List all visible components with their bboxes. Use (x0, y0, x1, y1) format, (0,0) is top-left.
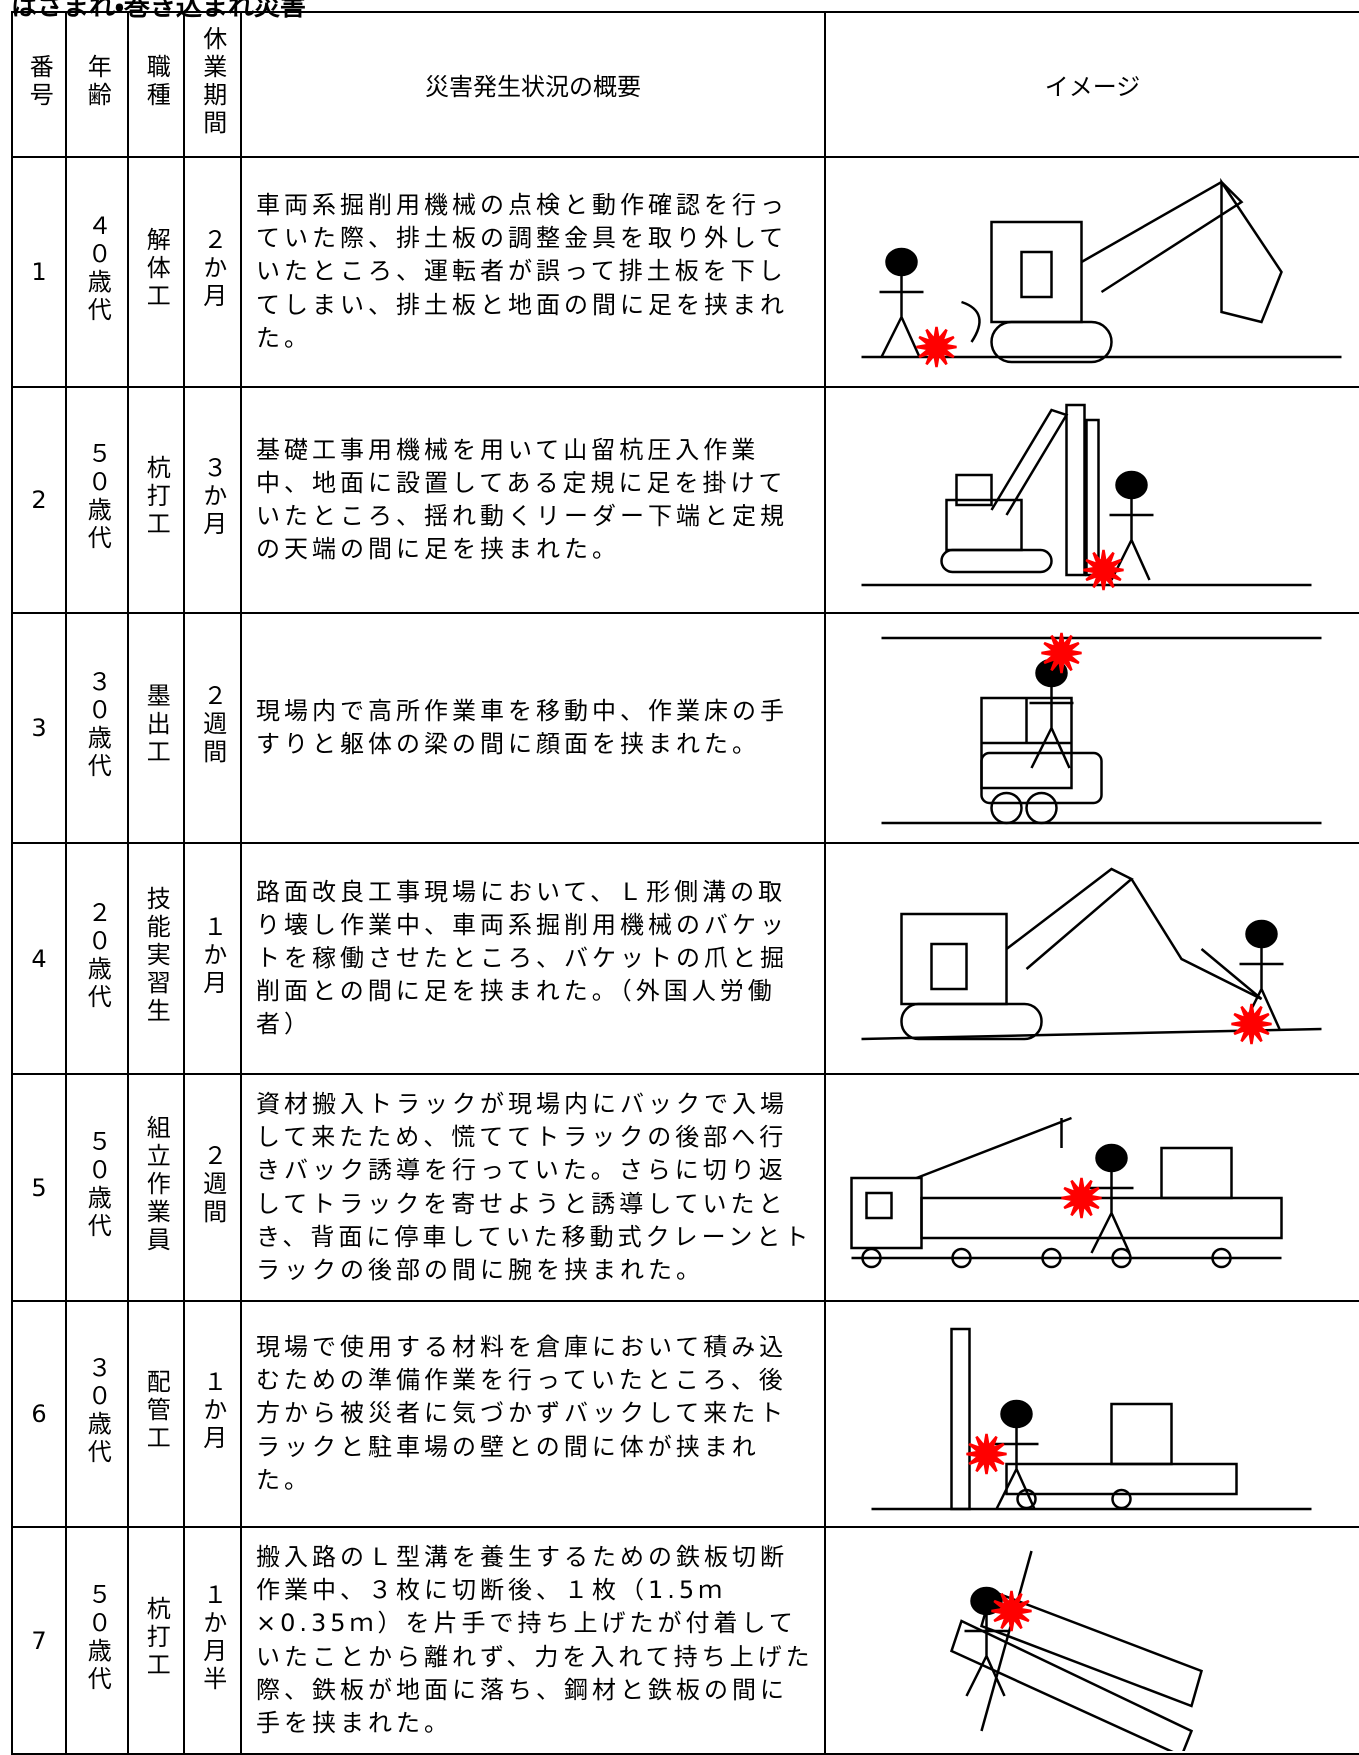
header-text: 年齢 (83, 53, 112, 110)
cell: １か月 (183, 842, 242, 1075)
image-cell (824, 612, 1359, 844)
illustration (881, 632, 1322, 825)
cell: 杭打工 (127, 386, 185, 614)
header-cell: イメージ (824, 11, 1359, 158)
cell: ３０歳代 (65, 1300, 129, 1528)
cell: ３０歳代 (65, 612, 129, 844)
cell-text: 墨出工 (142, 683, 171, 767)
cell: 解体工 (127, 156, 185, 388)
cell: 現場で使用する材料を倉庫において積み込むための準備作業を行っていたところ、後方か… (240, 1300, 826, 1528)
cell-text: ５０歳代 (83, 1128, 112, 1241)
image-cell (824, 1526, 1359, 1755)
header-cell: 休業期間 (183, 11, 242, 158)
illustration (949, 1550, 1204, 1751)
cell-text: １か月半 (198, 1581, 227, 1694)
cell: 6 (11, 1300, 67, 1528)
cell: １か月半 (183, 1526, 242, 1755)
table-row: 6 ３０歳代 配管工 １か月 現場で使用する材料を倉庫において積み込むための準備作業を行… (11, 1300, 1359, 1528)
cell-text: ２週間 (198, 1142, 227, 1227)
cell-text: １か月 (198, 1369, 227, 1453)
cell-text: ５０歳代 (83, 441, 112, 553)
header-text: イメージ (1044, 73, 1141, 101)
cell: ２か月 (183, 156, 242, 388)
cell: 墨出工 (127, 612, 185, 844)
table-row: 5 ５０歳代 組立作業員 ２週間 資材搬入トラックが現場内にバックで入場して来たため、慌… (11, 1073, 1359, 1302)
cell: 5 (11, 1073, 67, 1302)
cell-text: ２週間 (198, 683, 227, 767)
table-body: 1 ４０歳代 解体工 ２か月 車両系掘削用機械の点検と動作確認を行っていた際、排土板の調… (11, 156, 1359, 1755)
cell: 2 (11, 386, 67, 614)
cell-text: ５０歳代 (83, 1581, 112, 1694)
cell: 7 (11, 1526, 67, 1755)
cell: 基礎工事用機械を用いて山留杭圧入作業中、地面に設置してある定規に足を掛けていたと… (240, 386, 826, 614)
illustration (861, 867, 1322, 1044)
cell: 杭打工 (127, 1526, 185, 1755)
header-cell: 災害発生状況の概要 (240, 11, 826, 158)
image-cell (824, 1073, 1359, 1302)
cell: 車両系掘削用機械の点検と動作確認を行っていた際、排土板の調整金具を取り外していた… (240, 156, 826, 388)
illustration (850, 1116, 1283, 1268)
illustration (871, 1327, 1312, 1511)
table-row: 1 ４０歳代 解体工 ２か月 車両系掘削用機械の点検と動作確認を行っていた際、排土板の調… (11, 156, 1359, 388)
cell: １か月 (183, 1300, 242, 1528)
cell-text: ４０歳代 (83, 213, 112, 325)
cell-text: ２か月 (198, 227, 227, 311)
image-cell (824, 386, 1359, 614)
cell-text: ３か月 (198, 455, 227, 539)
cell-text: 解体工 (142, 227, 171, 311)
cell: 1 (11, 156, 67, 388)
header-text: 休業期間 (198, 25, 227, 138)
table-row: 2 ５０歳代 杭打工 ３か月 基礎工事用機械を用いて山留杭圧入作業中、地面に設置してある… (11, 386, 1359, 614)
cell: 技能実習生 (127, 842, 185, 1075)
cell: 資材搬入トラックが現場内にバックで入場して来たため、慌ててトラックの後部へ行きバ… (240, 1073, 826, 1302)
cell: ５０歳代 (65, 1073, 129, 1302)
cell: ３か月 (183, 386, 242, 614)
cell: 搬入路のＬ型溝を養生するための鉄板切断作業中、３枚に切断後、１枚（1.5ｍ×0.… (240, 1526, 826, 1755)
cell: 4 (11, 842, 67, 1075)
cell-text: ３０歳代 (83, 669, 112, 781)
accident-table: 番号 年齢 職種 休業期間 災害発生状況の概要 イメージ 1 ４０歳代 解体工 ２か月 車両系掘削… (11, 11, 1359, 1755)
cell-text: ３０歳代 (83, 1355, 112, 1467)
cell: 路面改良工事現場において、Ｌ形側溝の取り壊し作業中、車両系掘削用機械のバケットを… (240, 842, 826, 1075)
image-cell (824, 842, 1359, 1075)
cell-text: 技能実習生 (142, 885, 171, 1026)
table-row: 4 ２０歳代 技能実習生 １か月 路面改良工事現場において、Ｌ形側溝の取り壊し作業中、車… (11, 842, 1359, 1075)
cell: ５０歳代 (65, 386, 129, 614)
header-cell: 職種 (127, 11, 185, 158)
illustration (861, 177, 1342, 368)
table-row: 7 ５０歳代 杭打工 １か月半 搬入路のＬ型溝を養生するための鉄板切断作業中、３枚に切断… (11, 1526, 1359, 1755)
cell: 組立作業員 (127, 1073, 185, 1302)
cell: ４０歳代 (65, 156, 129, 388)
header-text: 災害発生状況の概要 (425, 73, 641, 101)
cell-text: 杭打工 (142, 455, 171, 539)
header-text: 職種 (142, 53, 171, 110)
image-cell (824, 1300, 1359, 1528)
illustration (861, 403, 1312, 591)
image-cell (824, 156, 1359, 388)
cell: ２０歳代 (65, 842, 129, 1075)
cell: ２週間 (183, 1073, 242, 1302)
cell: 配管工 (127, 1300, 185, 1528)
table-row: 3 ３０歳代 墨出工 ２週間 現場内で高所作業車を移動中、作業床の手すりと躯体の梁の間に… (11, 612, 1359, 844)
cell: 3 (11, 612, 67, 844)
cell: ２週間 (183, 612, 242, 844)
cell-text: 組立作業員 (142, 1114, 171, 1255)
header-cell: 番号 (11, 11, 67, 158)
cell-text: ２０歳代 (83, 899, 112, 1012)
cell-text: 配管工 (142, 1369, 171, 1453)
cell: 現場内で高所作業車を移動中、作業床の手すりと躯体の梁の間に顔面を挟まれた。 (240, 612, 826, 844)
cell-text: 杭打工 (142, 1595, 171, 1680)
header-row: 番号 年齢 職種 休業期間 災害発生状況の概要 イメージ (11, 11, 1359, 158)
header-text: 番号 (25, 53, 54, 110)
cell-text: １か月 (198, 913, 227, 998)
header-cell: 年齢 (65, 11, 129, 158)
cell: ５０歳代 (65, 1526, 129, 1755)
